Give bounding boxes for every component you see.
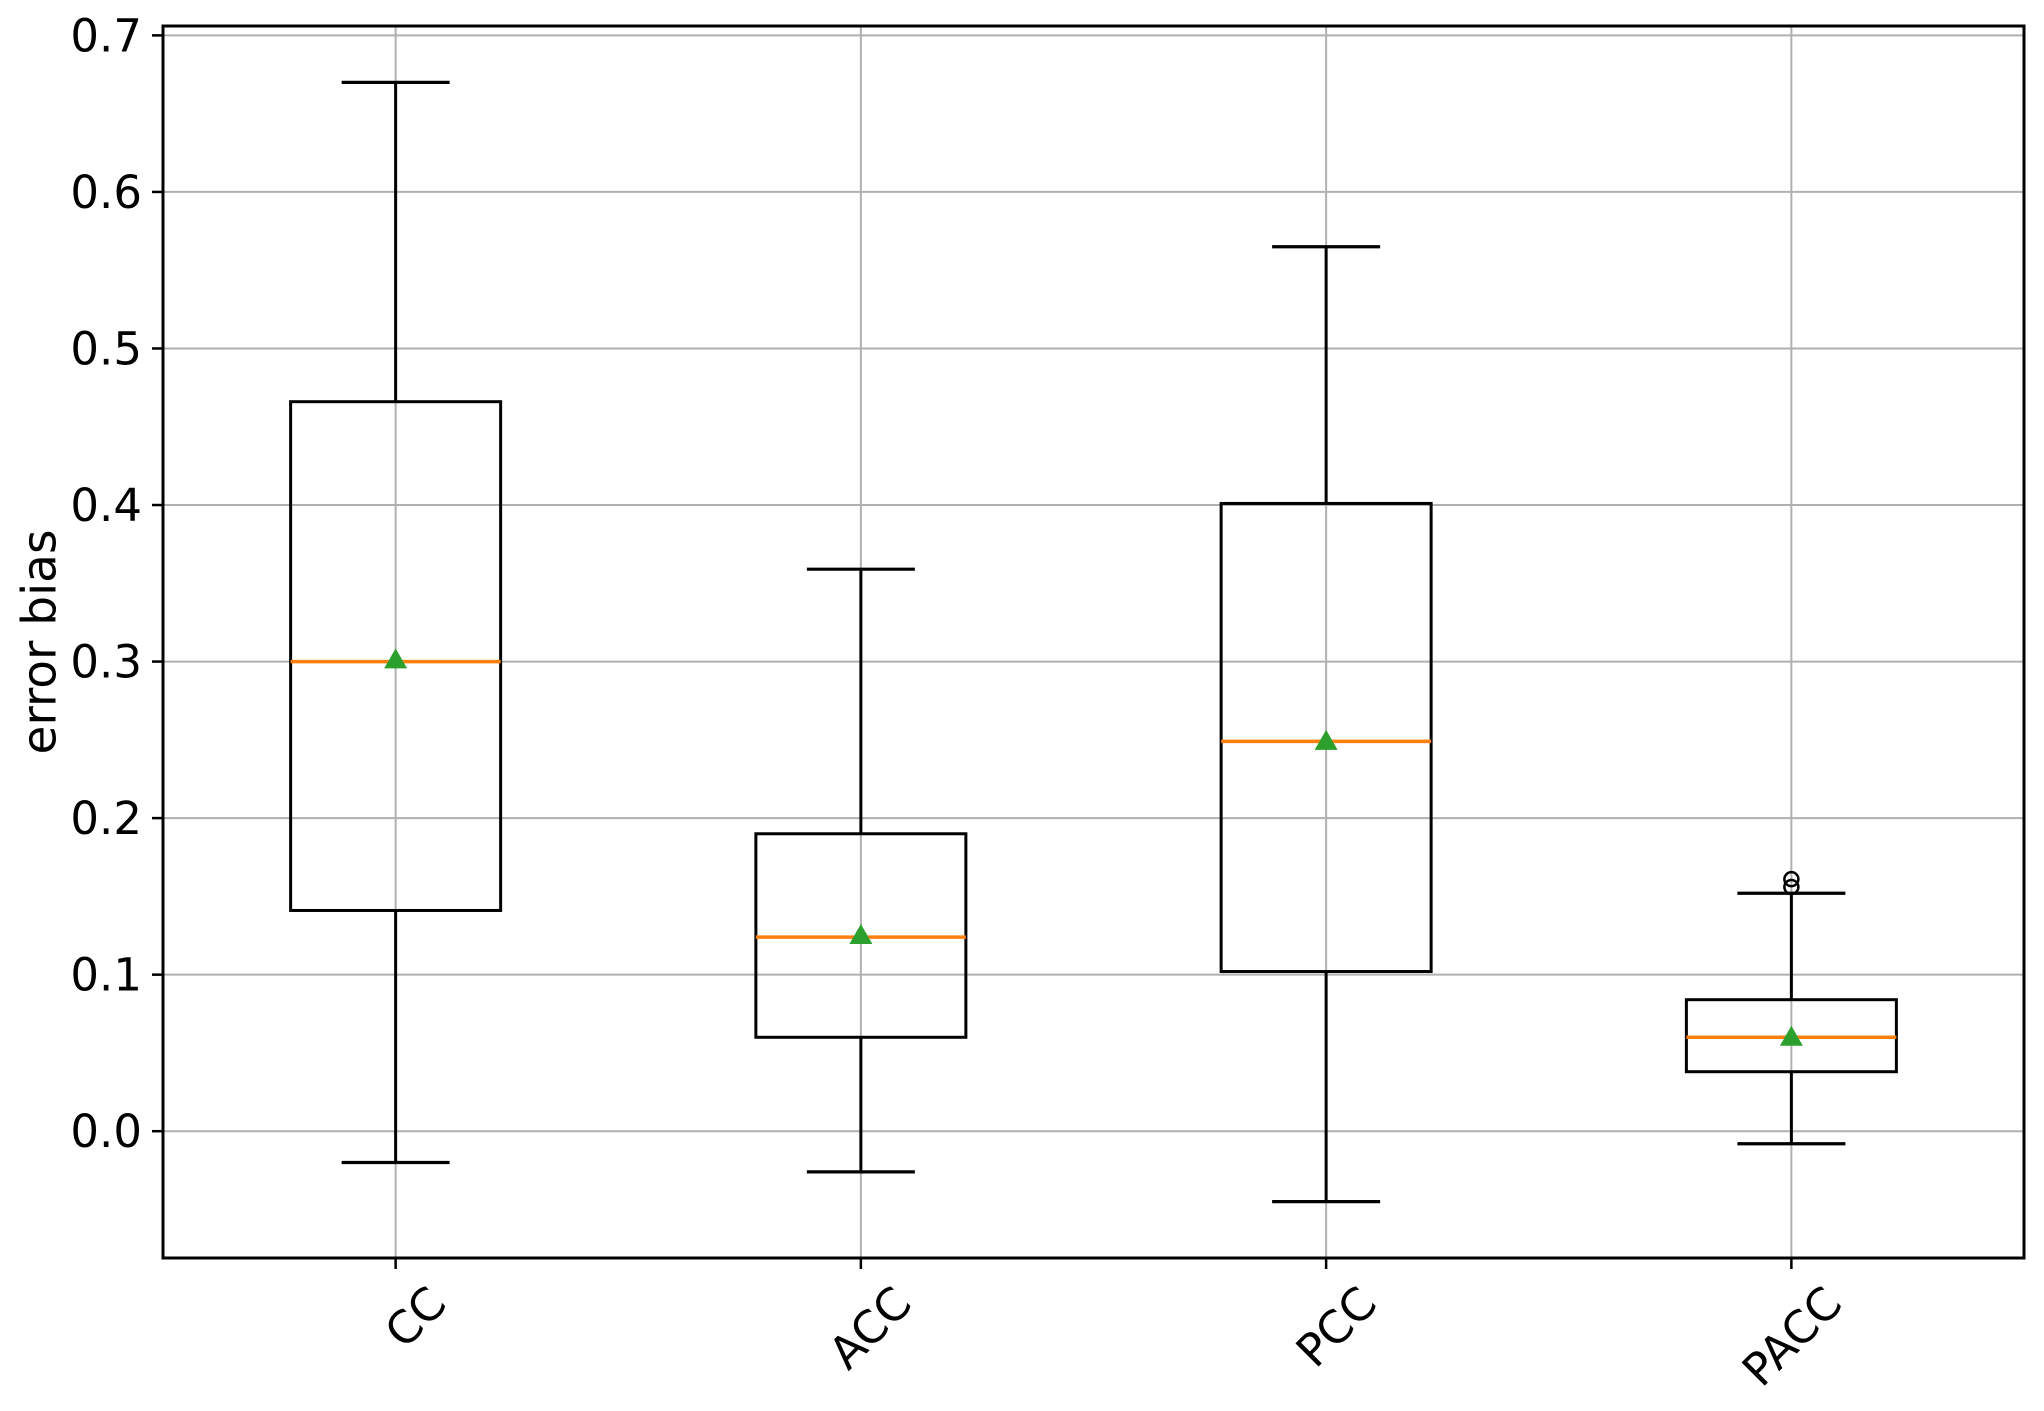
x-tick-label: CC: [374, 1276, 456, 1358]
y-tick-label: 0.1: [70, 949, 142, 1002]
x-tick-label: PCC: [1286, 1276, 1387, 1377]
mean-marker: [849, 923, 873, 944]
mean-marker: [1779, 1025, 1803, 1046]
y-tick-label: 0.4: [70, 479, 142, 532]
y-tick-label: 0.7: [70, 9, 142, 62]
y-tick-label: 0.5: [70, 322, 142, 375]
outlier-point: [1783, 870, 1800, 888]
y-tick-label: 0.3: [70, 636, 142, 689]
y-tick-label: 0.6: [70, 166, 142, 219]
outlier-point: [1783, 878, 1800, 896]
mean-marker: [384, 648, 408, 669]
plot-border: [161, 24, 2026, 1260]
x-tick-label: ACC: [819, 1276, 922, 1379]
y-tick-label: 0.2: [70, 792, 142, 845]
mean-marker: [1314, 729, 1338, 750]
iqr-box: [289, 400, 503, 912]
y-tick-label: 0.0: [70, 1105, 142, 1158]
iqr-box: [1219, 501, 1433, 974]
y-axis-label: error bias: [12, 529, 68, 755]
x-tick-label: PACC: [1732, 1276, 1852, 1396]
